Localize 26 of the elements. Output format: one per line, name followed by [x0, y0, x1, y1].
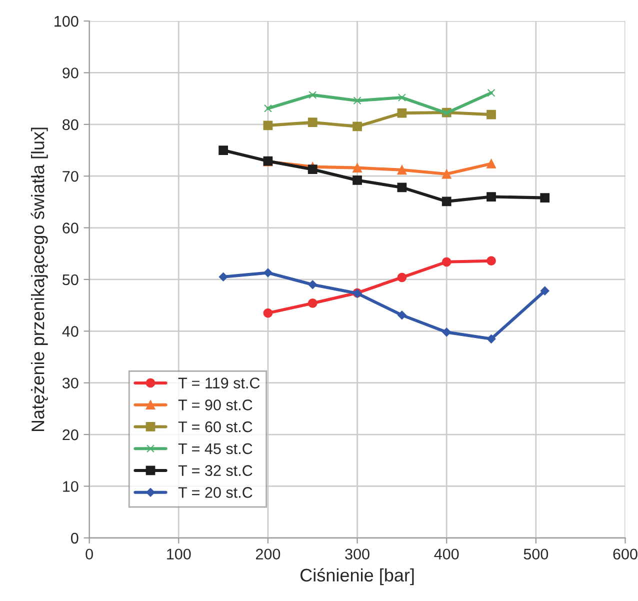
legend-label: T = 32 st.C — [178, 465, 252, 476]
y-tick-label: 100 — [54, 16, 78, 27]
x-tick-label: 200 — [256, 548, 280, 560]
x-tick-label: 500 — [524, 548, 548, 560]
legend-label: T = 60 st.C — [178, 421, 252, 432]
y-axis-title: Natężenie przenikającego światła [lux] — [30, 128, 48, 432]
y-tick-label: 70 — [62, 170, 78, 182]
y-tick-label: 10 — [63, 481, 78, 492]
legend-label: T = 119 st.C — [178, 378, 260, 388]
y-tick-label: 0 — [71, 532, 78, 544]
y-tick-label: 50 — [62, 274, 78, 286]
y-tick-label: 60 — [62, 222, 78, 234]
legend-label: T = 90 st.C — [178, 400, 252, 410]
x-tick-label: 600 — [613, 548, 638, 560]
y-tick-label: 20 — [62, 429, 78, 440]
y-tick-label: 90 — [62, 68, 78, 78]
x-tick-label: 0 — [86, 548, 93, 560]
x-tick-label: 400 — [434, 548, 459, 560]
y-tick-label: 40 — [62, 326, 78, 337]
y-tick-label: 80 — [62, 119, 78, 130]
x-tick-label: 300 — [345, 548, 370, 560]
legend-label: T = 45 st.C — [178, 443, 252, 454]
y-tick-label: 30 — [62, 378, 78, 389]
x-axis-title: Ciśnienie [bar] — [300, 568, 414, 586]
x-tick-label: 100 — [167, 548, 191, 560]
legend-label: T = 20 st.C — [178, 487, 252, 498]
